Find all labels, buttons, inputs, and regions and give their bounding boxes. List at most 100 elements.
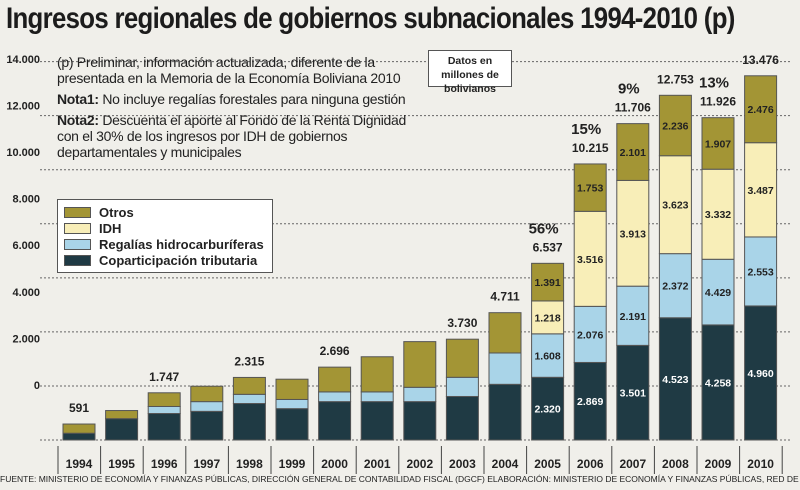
bar-segment <box>190 401 224 412</box>
x-tick-label: 2006 <box>577 457 604 471</box>
data-label: 2.076 <box>577 329 603 341</box>
note-2: Nota2: Descuenta el aporte al Fondo de l… <box>57 112 425 160</box>
bar-segment <box>318 366 352 393</box>
bar-segment <box>744 305 778 441</box>
bar-segment <box>445 338 479 378</box>
note-1-text: No incluye regalías forestales para ning… <box>98 91 406 107</box>
x-tick-label: 2004 <box>492 457 519 471</box>
bar-segment <box>531 333 565 378</box>
data-label: 4.960 <box>747 368 773 380</box>
bar-segment <box>403 386 437 403</box>
bar-segment <box>573 163 607 212</box>
note-2-label: Nota2: <box>57 112 99 128</box>
total-label: 10.215 <box>572 141 609 155</box>
bar-segment <box>318 401 352 441</box>
total-label: 13.476 <box>742 53 779 67</box>
data-label: 3.501 <box>620 388 646 400</box>
legend-item-otros: Otros <box>64 204 264 220</box>
x-tick-label: 2005 <box>534 457 561 471</box>
growth-label: 9% <box>618 81 640 98</box>
bar-segment <box>62 423 96 434</box>
bar-segment <box>573 210 607 307</box>
bar-segment <box>232 403 266 441</box>
bar-segment <box>658 155 692 255</box>
bar-segment <box>147 405 181 415</box>
chart-title: Ingresos regionales de gobiernos subnaci… <box>6 2 735 35</box>
note-preliminar: (p) Preliminar, información actualizada,… <box>57 54 401 86</box>
bar-segment <box>275 408 309 441</box>
y-tick-label: 0 <box>34 380 40 392</box>
data-label: 2.191 <box>620 311 646 323</box>
y-tick-label: 12.000 <box>6 100 40 112</box>
legend-swatch <box>64 206 91 218</box>
bar-segment <box>403 401 437 441</box>
bar-segment <box>616 285 650 346</box>
bar-segment <box>658 94 692 157</box>
total-label: 11.706 <box>615 101 651 115</box>
x-tick-label: 2007 <box>619 457 646 471</box>
x-tick-label: 2002 <box>406 457 433 471</box>
total-label: 3.730 <box>447 316 477 330</box>
legend-item-regalias: Regalías hidrocarburíferas <box>64 236 264 252</box>
bar-segment <box>360 401 394 441</box>
data-label: 1.391 <box>534 277 560 289</box>
note-1-label: Nota1: <box>57 91 99 107</box>
data-label: 2.869 <box>577 396 603 408</box>
bar-segment <box>190 385 224 403</box>
total-label: 2.315 <box>234 354 264 368</box>
bar-segment <box>701 324 735 441</box>
bar-segment <box>701 168 735 260</box>
x-tick-label: 2008 <box>662 457 689 471</box>
legend-item-coparticipacion: Coparticipación tributaria <box>64 252 264 268</box>
y-tick-label: 8.000 <box>12 194 40 206</box>
bar-segment <box>105 418 139 441</box>
data-label: 2.101 <box>620 147 646 159</box>
legend-swatch <box>64 238 91 250</box>
bar-segment <box>744 75 778 144</box>
legend: Otros IDH Regalías hidrocarburíferas Cop… <box>57 199 273 273</box>
total-label: 1.747 <box>149 370 179 384</box>
bar-segment <box>275 398 309 410</box>
note-2-text: Descuenta el aporte al Fondo de la Renta… <box>57 112 406 160</box>
growth-label: 13% <box>699 75 729 92</box>
bar-segment <box>531 262 565 302</box>
data-label: 2.320 <box>534 404 560 416</box>
data-label: 1.753 <box>577 183 603 195</box>
x-tick-label: 1997 <box>193 457 220 471</box>
x-tick-label: 2003 <box>449 457 476 471</box>
bar-segment <box>488 383 522 441</box>
x-tick-label: 1994 <box>66 457 93 471</box>
total-label: 2.696 <box>320 344 350 358</box>
y-tick-label: 10.000 <box>6 147 40 159</box>
data-label: 3.516 <box>577 254 603 266</box>
units-box: Datos en millones de bolivianos <box>428 50 512 95</box>
data-label: 3.332 <box>705 209 731 221</box>
total-label: 4.711 <box>490 290 520 304</box>
bar-segment <box>445 395 479 441</box>
bar-segment <box>232 393 266 405</box>
legend-item-idh: IDH <box>64 220 264 236</box>
legend-label: IDH <box>99 220 122 236</box>
x-tick-label: 1999 <box>279 457 306 471</box>
legend-label: Regalías hidrocarburíferas <box>99 236 264 252</box>
data-label: 4.429 <box>705 287 731 299</box>
bar-segment <box>190 410 224 441</box>
total-label: 591 <box>69 401 89 415</box>
bar-segment <box>616 179 650 287</box>
bar-segment <box>147 413 181 441</box>
total-label: 12.753 <box>657 72 694 86</box>
x-tick-label: 2009 <box>705 457 732 471</box>
bar-segment <box>62 432 96 441</box>
data-label: 1.608 <box>534 351 560 363</box>
bar-segment <box>360 391 394 403</box>
bar-segment <box>573 305 607 363</box>
x-tick-label: 2010 <box>747 457 774 471</box>
growth-label: 15% <box>571 121 601 138</box>
bar-segment <box>147 392 181 407</box>
bar-segment <box>658 253 692 319</box>
growth-label: 56% <box>529 220 559 237</box>
x-tick-label: 1995 <box>108 457 135 471</box>
bar-segment <box>360 356 394 393</box>
